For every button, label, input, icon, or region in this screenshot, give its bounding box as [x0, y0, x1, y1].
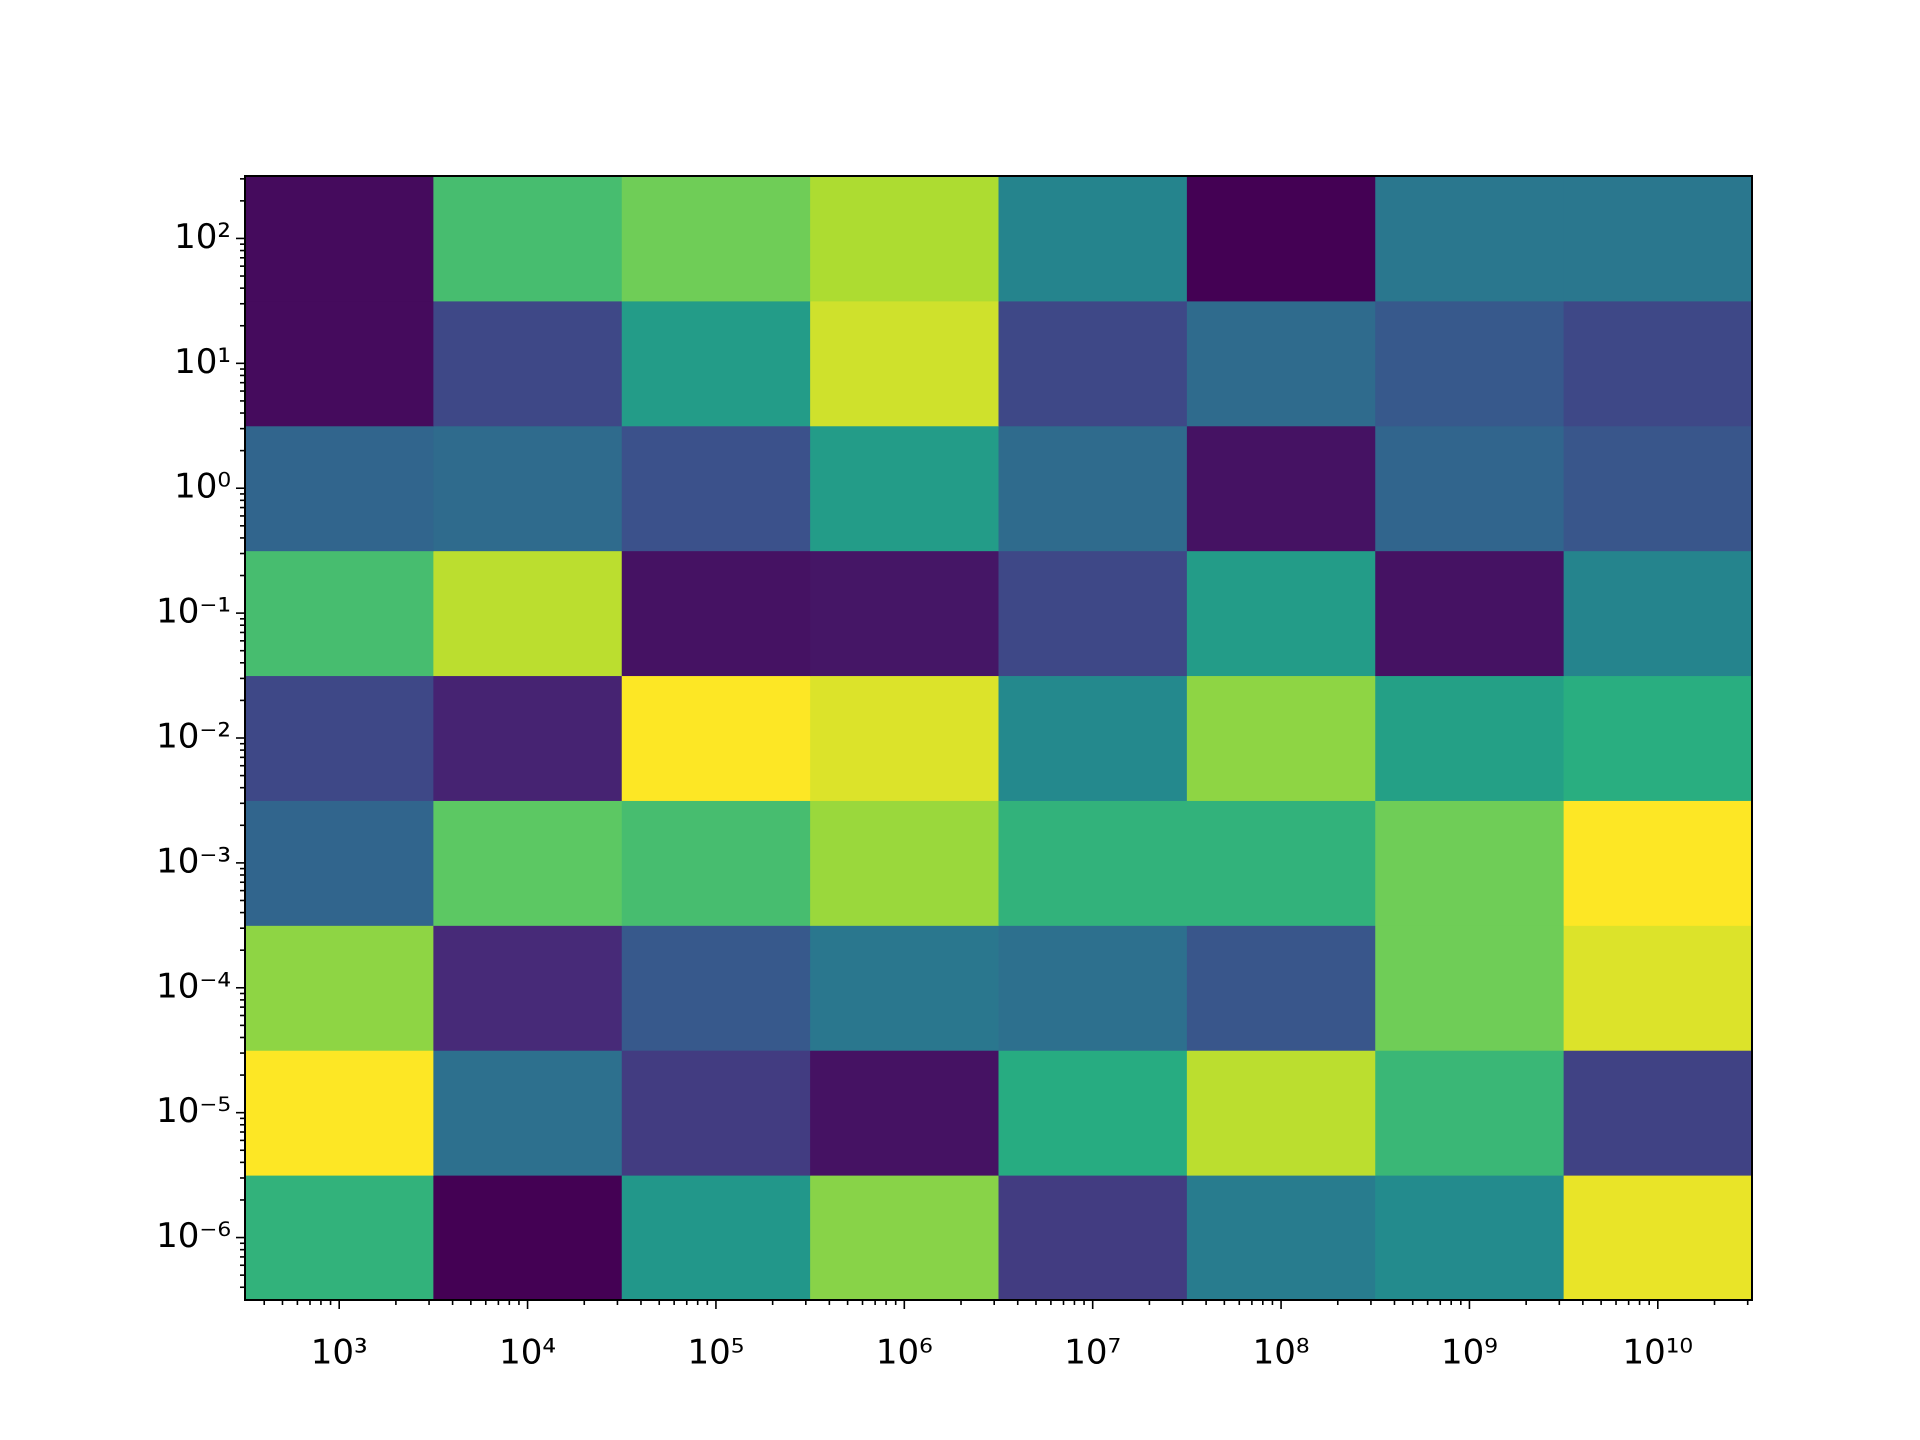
x-tick-label: 10⁷ [1064, 1333, 1121, 1373]
heatmap-cell [621, 1175, 811, 1301]
heatmap-cell [245, 425, 434, 552]
heatmap-cell [810, 300, 999, 427]
x-tick-label: 10⁵ [687, 1333, 744, 1373]
heatmap-cell [810, 550, 999, 677]
heatmap-cell [1186, 800, 1376, 926]
heatmap-cell [621, 550, 811, 677]
heatmap-cell [433, 1175, 623, 1301]
heatmap-cell [621, 675, 811, 801]
x-tick-label: 10⁶ [876, 1333, 933, 1373]
heatmap-cell [433, 1050, 623, 1176]
heatmap-cell [1563, 176, 1753, 302]
heatmap-cell [810, 925, 999, 1051]
heatmap-cell [621, 300, 811, 427]
heatmap-cell [1563, 800, 1753, 926]
heatmap-cell [245, 1175, 434, 1301]
heatmap-cell [1186, 1050, 1376, 1176]
heatmap-cell [1375, 300, 1565, 427]
heatmap-cell [621, 800, 811, 926]
heatmap-cell [621, 925, 811, 1051]
heatmap-cell [998, 800, 1188, 926]
heatmap-cell [245, 300, 434, 427]
heatmap-cell [1563, 425, 1753, 552]
x-tick-label: 10¹⁰ [1623, 1333, 1694, 1373]
heatmap-cell [245, 1050, 434, 1176]
heatmap-cell [433, 425, 623, 552]
heatmap-cell [1186, 925, 1376, 1051]
heatmap-cell [1375, 1175, 1565, 1301]
heatmap-cell [998, 300, 1188, 427]
y-tick-label: 10⁻³ [156, 841, 231, 881]
heatmap-cell [433, 176, 623, 302]
heatmap-cell [998, 1050, 1188, 1176]
x-tick-label: 10³ [311, 1333, 368, 1373]
heatmap-cell [1375, 1050, 1565, 1176]
heatmap-cell [433, 550, 623, 677]
heatmap-cell [998, 425, 1188, 552]
y-tick-label: 10⁻⁴ [156, 966, 231, 1006]
heatmap-cell [245, 925, 434, 1051]
heatmap-cell [998, 675, 1188, 801]
heatmap-cell [810, 800, 999, 926]
heatmap-cell [245, 675, 434, 801]
heatmap-cell [1563, 1175, 1753, 1301]
heatmap-cell [1375, 425, 1565, 552]
heatmap-cell [621, 1050, 811, 1176]
heatmap-cell [433, 675, 623, 801]
heatmap-cell [433, 300, 623, 427]
heatmap-cell [1375, 550, 1565, 677]
heatmap-cell [998, 1175, 1188, 1301]
heatmap-cell [998, 176, 1188, 302]
y-tick-label: 10⁻⁵ [156, 1091, 231, 1131]
y-tick-label: 10⁻² [156, 717, 231, 757]
heatmap-cell [810, 675, 999, 801]
heatmap-cell [1563, 1050, 1753, 1176]
heatmap-cell [998, 550, 1188, 677]
heatmap-cell [1563, 675, 1753, 801]
heatmap-cell [1186, 550, 1376, 677]
y-tick-label: 10⁻¹ [156, 592, 231, 632]
heatmap-cell [433, 800, 623, 926]
heatmap-cell [1563, 925, 1753, 1051]
heatmap-cell [810, 425, 999, 552]
heatmap-cell [1186, 1175, 1376, 1301]
heatmap-cell [810, 176, 999, 302]
heatmap-cell [245, 176, 434, 302]
heatmap-cell [245, 550, 434, 677]
x-tick-label: 10⁴ [499, 1333, 556, 1373]
heatmap-cell [1186, 300, 1376, 427]
heatmap-cell [998, 925, 1188, 1051]
heatmap-cell [810, 1050, 999, 1176]
heatmap-cell [1375, 176, 1565, 302]
y-tick-label: 10¹ [174, 342, 231, 382]
heatmap-cell [621, 176, 811, 302]
heatmap-cell [1186, 425, 1376, 552]
y-tick-label: 10² [174, 217, 231, 257]
x-tick-label: 10⁸ [1253, 1333, 1310, 1373]
heatmap-cell [1375, 800, 1565, 926]
x-tick-label: 10⁹ [1441, 1333, 1498, 1373]
heatmap-cell [433, 925, 623, 1051]
heatmap-cell [1186, 675, 1376, 801]
y-tick-label: 10⁻⁶ [156, 1216, 231, 1256]
heatmap-cell [621, 425, 811, 552]
heatmap-cell [1563, 550, 1753, 677]
heatmap-cell [810, 1175, 999, 1301]
heatmap-cell [1563, 300, 1753, 427]
heatmap-cell [1375, 675, 1565, 801]
heatmap-cell [1186, 176, 1376, 302]
heatmap-cell [1375, 925, 1565, 1051]
y-tick-label: 10⁰ [174, 467, 231, 507]
heatmap-cell [245, 800, 434, 926]
